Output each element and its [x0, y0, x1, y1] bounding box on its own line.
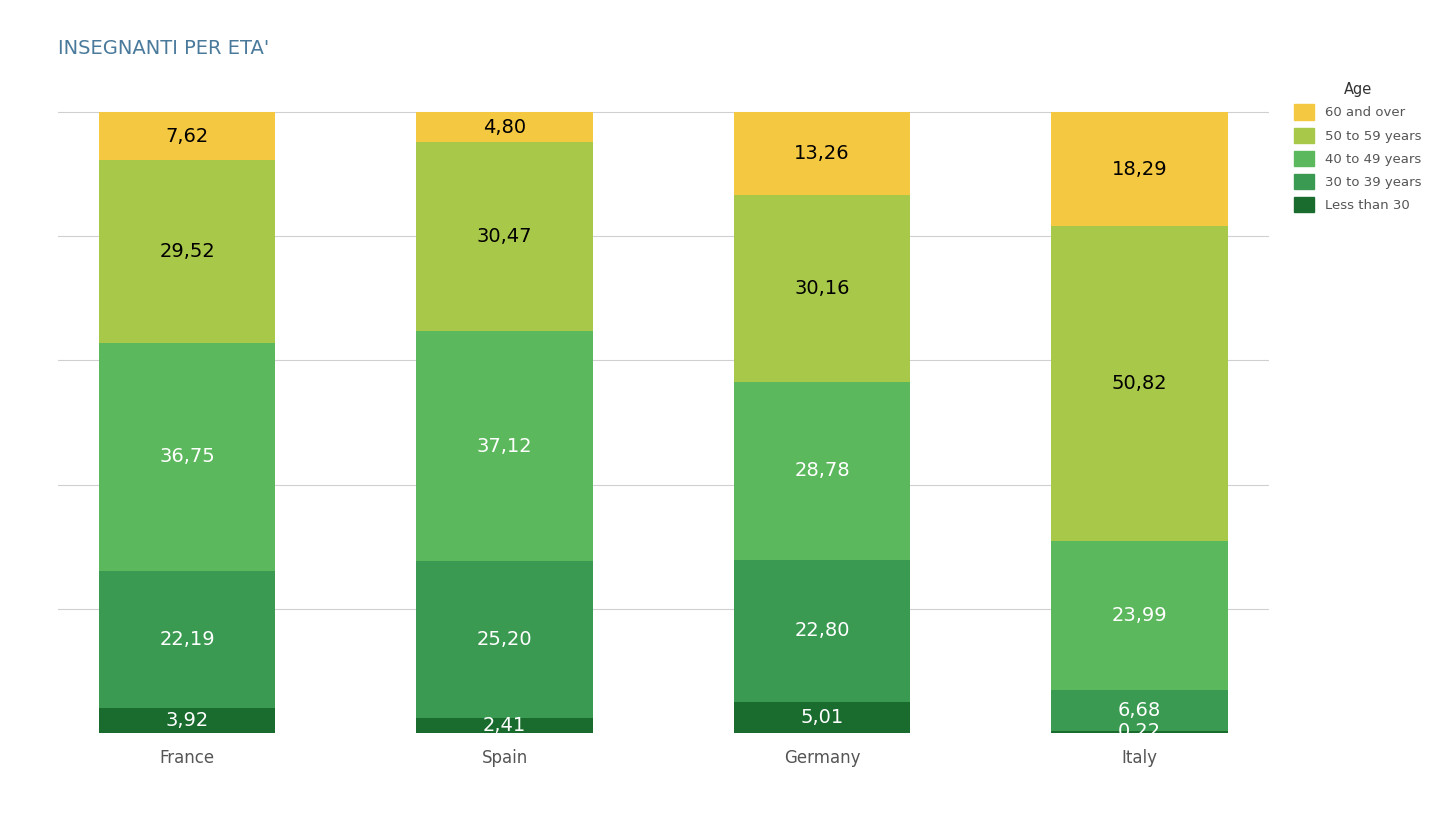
Text: 13,26: 13,26 [795, 144, 849, 163]
Text: 30,47: 30,47 [477, 227, 532, 246]
Bar [1051, 731, 1227, 733]
Bar [99, 112, 275, 160]
Text: 4,80: 4,80 [483, 118, 526, 137]
Text: 22,80: 22,80 [795, 621, 849, 641]
Bar [734, 702, 910, 733]
Bar [1051, 112, 1227, 225]
Bar [99, 571, 275, 708]
Text: 25,20: 25,20 [477, 630, 532, 649]
Bar [1051, 689, 1227, 731]
Bar [417, 562, 593, 718]
Bar [734, 382, 910, 560]
Legend: 60 and over, 50 to 59 years, 40 to 49 years, 30 to 39 years, Less than 30: 60 and over, 50 to 59 years, 40 to 49 ye… [1288, 75, 1428, 219]
Text: INSEGNANTI PER ETA': INSEGNANTI PER ETA' [58, 38, 268, 58]
Text: 2,41: 2,41 [483, 716, 526, 734]
Bar [734, 560, 910, 702]
Bar [417, 718, 593, 733]
Bar [734, 195, 910, 382]
Text: 3,92: 3,92 [166, 711, 209, 730]
Text: 23,99: 23,99 [1112, 606, 1168, 625]
Bar [1051, 225, 1227, 541]
Text: 7,62: 7,62 [166, 126, 209, 146]
Bar [417, 112, 593, 142]
Text: 18,29: 18,29 [1112, 160, 1168, 178]
Bar [417, 142, 593, 331]
Text: 6,68: 6,68 [1118, 701, 1161, 720]
Text: 0,22: 0,22 [1118, 722, 1161, 742]
Text: 29,52: 29,52 [159, 242, 215, 260]
Text: 28,78: 28,78 [795, 462, 849, 480]
Bar [734, 112, 910, 195]
Text: 37,12: 37,12 [477, 437, 532, 456]
Text: 50,82: 50,82 [1112, 374, 1168, 393]
Bar [1051, 541, 1227, 689]
Text: 22,19: 22,19 [159, 630, 215, 649]
Text: 30,16: 30,16 [795, 278, 849, 298]
Bar [417, 331, 593, 562]
Bar [99, 708, 275, 733]
Bar [99, 160, 275, 343]
Bar [99, 343, 275, 571]
Text: 36,75: 36,75 [159, 447, 215, 466]
Text: 5,01: 5,01 [800, 707, 844, 727]
